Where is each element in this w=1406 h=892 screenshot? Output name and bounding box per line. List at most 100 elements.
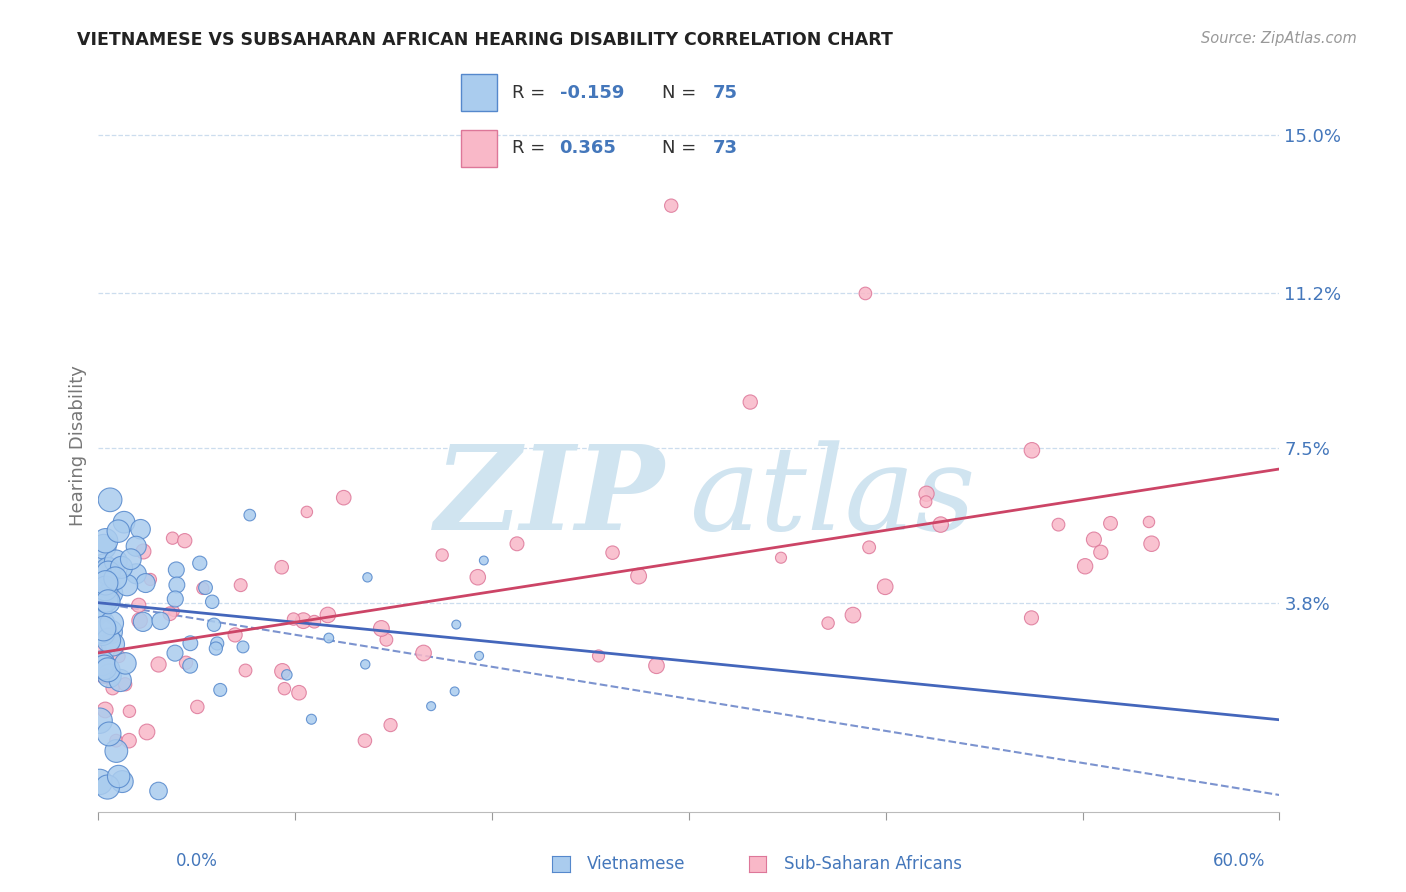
Y-axis label: Hearing Disability: Hearing Disability <box>69 366 87 526</box>
Point <box>148 784 170 798</box>
Point <box>173 533 195 548</box>
Point <box>120 552 142 566</box>
Point <box>125 566 148 581</box>
Text: -0.159: -0.159 <box>560 84 624 102</box>
Point <box>89 582 111 596</box>
Point <box>97 663 120 677</box>
Point <box>135 576 157 591</box>
Point <box>91 626 114 640</box>
Point <box>224 628 246 642</box>
Point <box>149 614 172 628</box>
Point <box>370 622 392 636</box>
Point <box>354 733 377 747</box>
Point <box>239 508 262 522</box>
Point <box>1090 545 1112 559</box>
Point <box>209 682 232 697</box>
Point <box>101 577 124 591</box>
Text: VIETNAMESE VS SUBSAHARAN AFRICAN HEARING DISABILITY CORRELATION CHART: VIETNAMESE VS SUBSAHARAN AFRICAN HEARING… <box>77 31 893 49</box>
Point <box>96 780 118 794</box>
Point <box>139 573 162 587</box>
Text: N =: N = <box>662 139 702 157</box>
Point <box>602 546 624 560</box>
Point <box>93 622 115 636</box>
Point <box>101 637 124 651</box>
Point <box>89 643 111 657</box>
Point <box>283 612 305 626</box>
Point <box>205 636 228 650</box>
Point <box>179 658 201 673</box>
Point <box>301 712 323 726</box>
Point <box>100 586 122 600</box>
Point <box>468 648 491 663</box>
Point <box>105 733 128 747</box>
Point <box>100 624 122 639</box>
Text: 75: 75 <box>713 84 738 102</box>
Point <box>855 286 877 301</box>
Point <box>132 544 155 558</box>
Text: R =: R = <box>512 84 551 102</box>
Point <box>90 624 112 638</box>
Point <box>94 533 117 548</box>
Point <box>270 560 292 574</box>
Point <box>98 492 121 507</box>
Point <box>1021 611 1043 625</box>
Point <box>100 627 122 641</box>
Point <box>316 607 339 622</box>
Point <box>1083 533 1105 547</box>
Point <box>1047 517 1070 532</box>
Text: atlas: atlas <box>689 440 976 555</box>
Point <box>114 677 136 691</box>
Point <box>842 608 865 623</box>
Point <box>94 575 117 590</box>
Text: Source: ZipAtlas.com: Source: ZipAtlas.com <box>1201 31 1357 46</box>
Point <box>915 486 938 500</box>
Text: R =: R = <box>512 139 551 157</box>
Point <box>108 649 131 664</box>
Point <box>96 669 118 683</box>
Point <box>356 570 378 584</box>
Text: Sub-Saharan Africans: Sub-Saharan Africans <box>785 855 962 873</box>
Point <box>165 563 187 577</box>
Point <box>179 636 201 650</box>
Point <box>229 578 252 592</box>
Point <box>740 395 762 409</box>
Point <box>288 686 311 700</box>
Point <box>506 537 529 551</box>
Point <box>93 540 115 554</box>
Point <box>97 633 120 648</box>
Point <box>332 491 354 505</box>
Point <box>929 517 952 532</box>
Point <box>93 669 115 683</box>
Point <box>380 718 402 732</box>
Point <box>93 559 115 574</box>
Point <box>112 515 135 529</box>
Point <box>188 556 211 570</box>
Point <box>163 604 186 618</box>
Point <box>97 566 120 580</box>
Point <box>1021 443 1043 458</box>
Point <box>114 657 136 671</box>
Point <box>420 699 443 714</box>
Point <box>148 657 170 672</box>
Point <box>89 602 111 616</box>
Point <box>1137 515 1160 529</box>
Point <box>89 775 111 789</box>
Point <box>201 595 224 609</box>
Point <box>191 582 214 596</box>
Point <box>129 522 152 536</box>
Point <box>1099 516 1122 531</box>
Point <box>98 669 121 683</box>
Point <box>295 505 318 519</box>
Point <box>858 541 880 555</box>
Point <box>1140 537 1163 551</box>
Point <box>118 733 141 747</box>
Point <box>354 657 377 672</box>
Point <box>107 524 129 538</box>
Point <box>202 617 225 632</box>
Point <box>98 563 121 577</box>
Point <box>110 673 132 688</box>
Point <box>101 681 124 695</box>
Point <box>166 578 188 592</box>
Point <box>128 599 150 613</box>
Point <box>91 657 114 671</box>
